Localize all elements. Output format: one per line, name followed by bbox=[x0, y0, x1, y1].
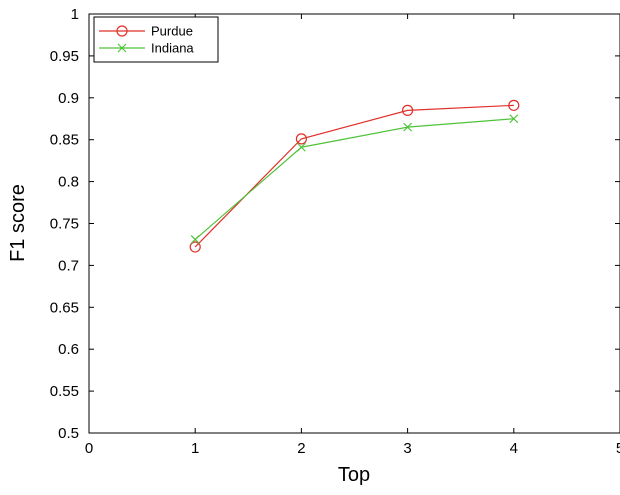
legend-box bbox=[93, 16, 219, 63]
x-tick-label: 5 bbox=[616, 440, 620, 457]
y-tick-label: 0.85 bbox=[50, 132, 79, 149]
legend-item-indiana: Indiana bbox=[99, 41, 194, 56]
x-tick-label: 3 bbox=[403, 440, 411, 457]
x-tick-label: 4 bbox=[510, 440, 518, 457]
x-tick-label: 0 bbox=[85, 440, 93, 457]
data-point-indiana bbox=[190, 234, 200, 244]
x-axis-ticks: 0 1 2 3 4 5 bbox=[85, 14, 620, 457]
y-tick-label: 0.9 bbox=[58, 90, 79, 107]
legend-label-indiana: Indiana bbox=[151, 41, 194, 56]
data-point-purdue bbox=[508, 99, 520, 111]
legend-marker-purdue bbox=[116, 25, 128, 37]
y-tick-label: 0.75 bbox=[50, 216, 79, 233]
y-tick-label: 0.65 bbox=[50, 299, 79, 316]
series-line-indiana bbox=[194, 118, 514, 240]
y-tick-label: 1 bbox=[71, 6, 79, 23]
y-tick-label: 0.5 bbox=[58, 425, 79, 442]
y-tick-label: 0.8 bbox=[58, 174, 79, 191]
y-tick-label: 0.95 bbox=[50, 48, 79, 65]
series-layer bbox=[189, 99, 520, 253]
x-tick-label: 2 bbox=[297, 440, 305, 457]
y-axis-ticks: 0.5 0.55 0.6 0.65 0.7 0.75 0.8 0.85 0.9 0.95 1 bbox=[50, 6, 620, 442]
y-tick-label: 0.55 bbox=[50, 383, 79, 400]
data-point-purdue bbox=[402, 104, 414, 116]
x-tick-label: 1 bbox=[191, 440, 199, 457]
legend-marker-indiana bbox=[117, 43, 127, 53]
legend: Purdue Indiana bbox=[93, 16, 219, 63]
legend-items: Purdue Indiana bbox=[99, 24, 194, 56]
data-point-purdue bbox=[189, 241, 201, 253]
plot-area bbox=[88, 13, 620, 434]
data-point-indiana bbox=[509, 114, 519, 124]
x-axis-title: Top bbox=[338, 464, 370, 486]
data-point-indiana bbox=[403, 122, 413, 132]
legend-label-purdue: Purdue bbox=[151, 24, 193, 39]
y-tick-label: 0.7 bbox=[58, 257, 79, 274]
y-tick-label: 0.6 bbox=[58, 341, 79, 358]
data-point-purdue bbox=[295, 133, 307, 145]
series-indiana bbox=[190, 114, 519, 244]
y-axis-title: F1 score bbox=[7, 184, 29, 262]
legend-item-purdue: Purdue bbox=[99, 24, 193, 39]
data-point-indiana bbox=[296, 142, 306, 152]
